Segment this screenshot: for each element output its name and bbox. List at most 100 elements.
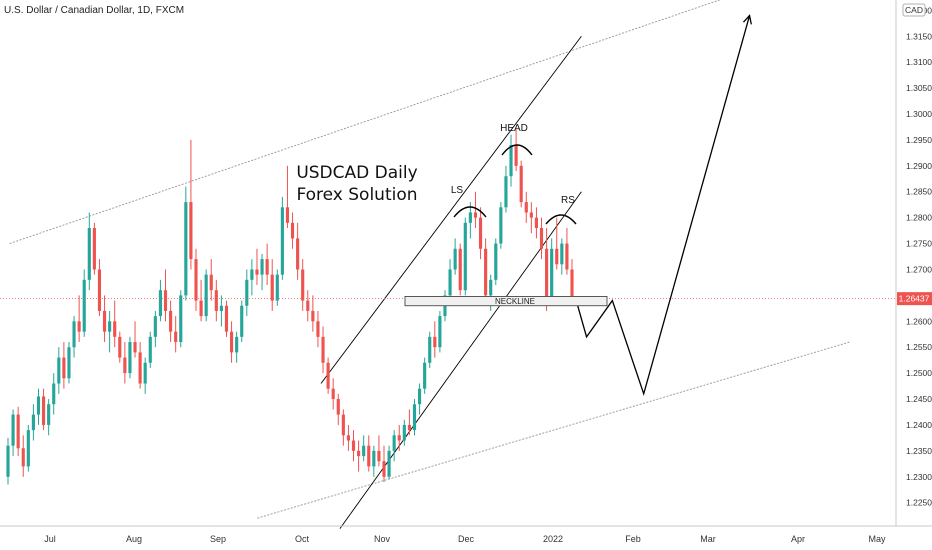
- candle[interactable]: [550, 238, 554, 306]
- candle[interactable]: [387, 445, 391, 480]
- last-price-badge[interactable]: [897, 292, 932, 306]
- outer-channel-upper-line[interactable]: [9, 0, 750, 244]
- candle[interactable]: [92, 222, 96, 275]
- candle[interactable]: [123, 342, 127, 384]
- rising-channel-upper-line[interactable]: [320, 36, 582, 384]
- candle[interactable]: [148, 331, 152, 368]
- candle[interactable]: [529, 202, 533, 234]
- candle[interactable]: [423, 357, 427, 394]
- candle[interactable]: [21, 435, 25, 477]
- candle[interactable]: [102, 295, 107, 343]
- candle[interactable]: [158, 279, 163, 322]
- candle[interactable]: [316, 310, 320, 348]
- candle[interactable]: [280, 196, 284, 280]
- candle[interactable]: [41, 388, 46, 431]
- candle[interactable]: [113, 300, 117, 348]
- candle[interactable]: [235, 331, 239, 363]
- candle[interactable]: [143, 357, 147, 394]
- candle[interactable]: [245, 269, 249, 317]
- candle[interactable]: [270, 259, 274, 311]
- candle[interactable]: [31, 404, 35, 441]
- candle[interactable]: [402, 419, 406, 446]
- candle[interactable]: [214, 279, 218, 322]
- candle[interactable]: [108, 310, 112, 353]
- candle[interactable]: [382, 445, 386, 482]
- neckline-zone[interactable]: [404, 296, 608, 307]
- candle[interactable]: [209, 259, 213, 301]
- candle[interactable]: [62, 342, 66, 389]
- candle[interactable]: [484, 238, 488, 301]
- candle[interactable]: [265, 243, 269, 286]
- candle[interactable]: [311, 295, 315, 332]
- candle[interactable]: [290, 212, 295, 249]
- candle[interactable]: [275, 269, 279, 306]
- candle[interactable]: [357, 440, 361, 472]
- candle[interactable]: [133, 321, 137, 358]
- candle[interactable]: [77, 295, 81, 343]
- candle[interactable]: [504, 165, 508, 213]
- candle[interactable]: [240, 300, 244, 343]
- candle[interactable]: [16, 406, 20, 457]
- candle[interactable]: [57, 347, 61, 394]
- candle[interactable]: [428, 331, 432, 368]
- candle[interactable]: [560, 238, 564, 275]
- candle[interactable]: [6, 437, 10, 485]
- candle[interactable]: [321, 326, 325, 374]
- candle[interactable]: [229, 321, 234, 363]
- candle[interactable]: [285, 165, 290, 229]
- candle[interactable]: [519, 160, 523, 208]
- currency-badge[interactable]: [902, 3, 926, 17]
- candle[interactable]: [87, 212, 91, 291]
- candle[interactable]: [11, 409, 15, 457]
- candle[interactable]: [367, 435, 371, 472]
- candle[interactable]: [499, 202, 503, 249]
- candle[interactable]: [417, 383, 422, 415]
- outer-channel-lower-line[interactable]: [257, 341, 850, 519]
- candle[interactable]: [494, 238, 498, 286]
- candle[interactable]: [473, 191, 478, 229]
- candle[interactable]: [255, 248, 259, 286]
- candle[interactable]: [565, 228, 569, 275]
- candle[interactable]: [336, 393, 340, 425]
- candle[interactable]: [52, 373, 56, 415]
- candle[interactable]: [372, 445, 376, 477]
- candle[interactable]: [174, 316, 178, 353]
- candle[interactable]: [448, 259, 452, 301]
- candle[interactable]: [163, 269, 168, 322]
- candle[interactable]: [326, 357, 330, 394]
- candle[interactable]: [509, 134, 513, 187]
- candle[interactable]: [524, 191, 528, 223]
- candle[interactable]: [407, 409, 411, 436]
- candle[interactable]: [97, 259, 102, 317]
- candle[interactable]: [296, 222, 300, 280]
- candle[interactable]: [392, 430, 396, 462]
- candle[interactable]: [153, 310, 157, 348]
- candle[interactable]: [179, 290, 183, 348]
- time-axis[interactable]: Jul Aug Sep Oct Nov Dec 2022 Feb Mar Apr May: [44, 534, 886, 544]
- candle[interactable]: [306, 290, 310, 322]
- candle[interactable]: [433, 321, 437, 358]
- candle[interactable]: [346, 424, 351, 451]
- candle[interactable]: [478, 207, 483, 260]
- candle[interactable]: [468, 202, 472, 239]
- candle[interactable]: [463, 217, 467, 296]
- candle[interactable]: [250, 259, 254, 296]
- candle[interactable]: [555, 217, 559, 270]
- candle[interactable]: [534, 207, 539, 239]
- candle[interactable]: [539, 217, 544, 260]
- candle[interactable]: [260, 253, 264, 291]
- projection-path[interactable]: [575, 15, 751, 397]
- candle[interactable]: [138, 342, 142, 389]
- candle[interactable]: [36, 388, 41, 425]
- candle[interactable]: [26, 424, 30, 472]
- candle[interactable]: [194, 248, 198, 311]
- candle[interactable]: [397, 424, 401, 451]
- candle[interactable]: [82, 269, 86, 337]
- candle[interactable]: [301, 259, 305, 311]
- candle[interactable]: [72, 316, 76, 358]
- candle[interactable]: [169, 300, 173, 343]
- candle[interactable]: [189, 139, 193, 270]
- candle[interactable]: [118, 331, 122, 363]
- candle[interactable]: [377, 435, 381, 467]
- candle[interactable]: [128, 336, 132, 379]
